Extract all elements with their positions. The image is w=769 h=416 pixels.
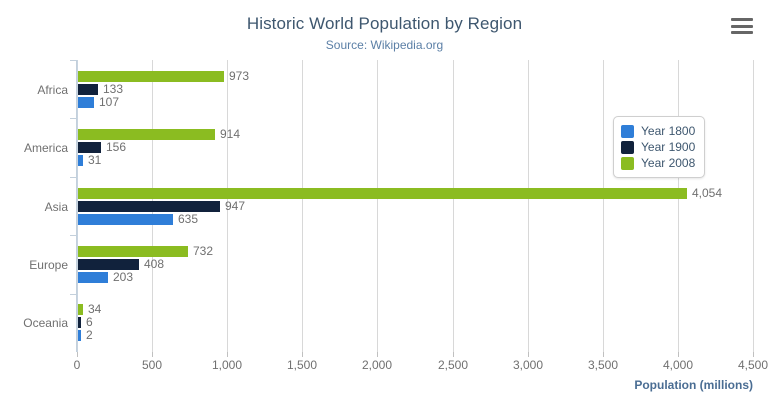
x-tick-label: 4,000 [662,358,694,372]
x-tick-label: 4,500 [737,358,769,372]
x-tick-mark [678,352,679,357]
bar-value-label: 34 [88,302,102,316]
legend-label: Year 1900 [641,140,696,154]
y-tick-mark [70,60,76,61]
bar-america-year-1800[interactable] [78,155,83,166]
legend-swatch-icon [621,140,634,154]
bar-asia-year-1800[interactable] [78,214,173,225]
chart-legend[interactable]: Year 1800 Year 1900 Year 2008 [613,116,706,178]
y-tick-mark [70,235,76,236]
menu-bar-2 [731,24,753,28]
bar-value-label: 31 [88,153,102,167]
bar-europe-year-1900[interactable] [78,259,139,270]
bar-value-label: 732 [193,244,214,258]
bar-value-label: 2 [86,328,93,342]
legend-item-year-1800[interactable]: Year 1800 [621,123,695,139]
x-tick-label: 2,500 [437,358,469,372]
x-tick-mark [753,352,754,357]
bar-america-year-2008[interactable] [78,129,215,140]
gridline [528,60,529,352]
bar-value-label: 914 [220,127,241,141]
x-tick-mark [152,352,153,357]
bar-asia-year-1900[interactable] [78,201,220,212]
x-tick-mark [302,352,303,357]
x-tick-mark [528,352,529,357]
category-label-america: America [23,141,68,155]
bar-value-label: 635 [178,212,199,226]
y-tick-mark [70,177,76,178]
gridline [753,60,754,352]
x-tick-mark [603,352,604,357]
legend-label: Year 2008 [641,156,696,170]
bar-oceania-year-1900[interactable] [78,317,81,328]
gridline [377,60,378,352]
legend-label: Year 1800 [641,124,696,138]
y-tick-mark [70,118,76,119]
legend-swatch-icon [621,124,634,138]
bar-value-label: 107 [99,95,120,109]
bar-europe-year-1800[interactable] [78,272,108,283]
x-tick-mark [377,352,378,357]
gridline [227,60,228,352]
bar-oceania-year-2008[interactable] [78,304,83,315]
chart-subtitle: Source: Wikipedia.org [325,38,444,52]
x-tick-label: 2,000 [361,358,393,372]
bar-asia-year-2008[interactable] [78,188,687,199]
hamburger-menu-icon[interactable] [731,17,753,35]
x-tick-label: 3,000 [512,358,544,372]
gridline [603,60,604,352]
category-label-oceania: Oceania [23,316,68,330]
bar-africa-year-2008[interactable] [78,71,224,82]
bar-value-label: 4,054 [692,186,723,200]
x-tick-label: 1,000 [211,358,243,372]
y-tick-mark [70,294,76,295]
gridline [453,60,454,352]
x-tick-mark [77,352,78,357]
y-axis-line [76,60,77,352]
x-tick-label: 0 [73,358,81,372]
plot-area: 973 133 107 914 156 31 4,054 947 635 732 408 203 34 6… [77,60,754,352]
bar-africa-year-1800[interactable] [78,97,94,108]
legend-item-year-2008[interactable]: Year 2008 [621,155,695,171]
x-axis-title: Population (millions) [634,378,753,392]
bar-africa-year-1900[interactable] [78,84,98,95]
bar-value-label: 156 [106,140,127,154]
x-tick-label: 1,500 [286,358,318,372]
category-label-europe: Europe [29,258,68,272]
gridline [678,60,679,352]
category-label-africa: Africa [37,83,68,97]
bar-value-label: 203 [113,270,134,284]
chart-title: Historic World Population by Region [246,14,523,33]
bar-value-label: 6 [86,315,93,329]
x-tick-label: 500 [141,358,163,372]
x-tick-label: 3,500 [587,358,619,372]
legend-item-year-1900[interactable]: Year 1900 [621,139,695,155]
gridline [302,60,303,352]
bar-oceania-year-1800[interactable] [78,330,81,341]
bar-value-label: 133 [103,82,124,96]
legend-swatch-icon [621,156,634,170]
category-label-asia: Asia [44,200,68,214]
x-tick-mark [453,352,454,357]
bar-value-label: 973 [229,69,250,83]
gridline [77,60,78,352]
menu-bar-3 [731,31,753,34]
bar-value-label: 408 [144,257,165,271]
bar-america-year-1900[interactable] [78,142,101,153]
menu-bar-1 [731,18,753,21]
x-tick-mark [227,352,228,357]
bar-value-label: 947 [225,199,246,213]
bar-europe-year-2008[interactable] [78,246,188,257]
